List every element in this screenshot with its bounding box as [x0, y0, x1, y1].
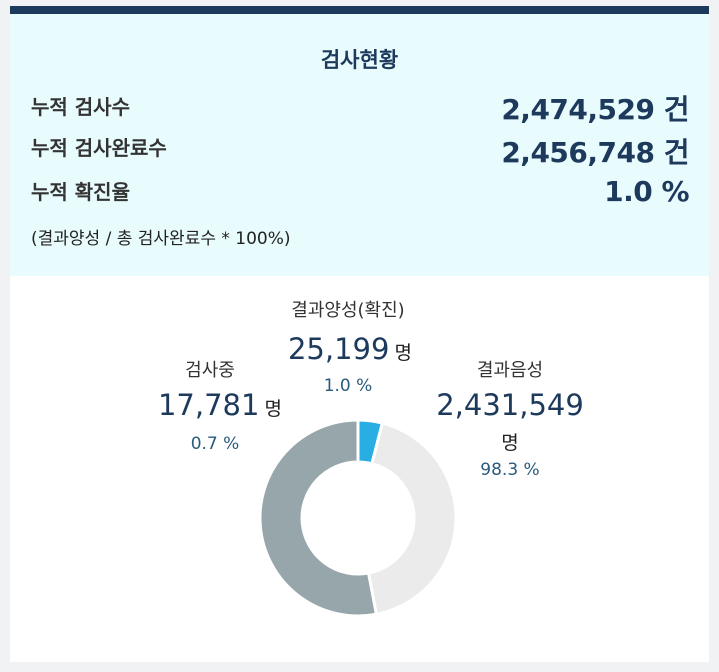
testing-count-line: 17,781 명 — [130, 388, 310, 422]
negative-count: 2,431,549 — [436, 388, 584, 422]
slice-negative — [366, 421, 458, 617]
donut-chart — [258, 418, 458, 618]
rate-formula-note: (결과양성 / 총 검사완료수 * 100%) — [31, 229, 291, 249]
slice-testing — [258, 418, 379, 618]
positive-count-line: 25,199 명 — [240, 332, 460, 366]
negative-title: 결과음성 — [476, 360, 544, 381]
negative-unit: 명 — [501, 432, 519, 454]
positive-rate-value: 1.0 % — [604, 175, 689, 208]
testing-unit: 명 — [264, 398, 283, 420]
panel-title: 검사현황 — [320, 48, 399, 72]
positive-title: 결과양성(확진) — [291, 300, 405, 321]
testing-count: 17,781 — [157, 388, 260, 422]
total-tests-value: 2,474,529 건 — [501, 93, 689, 126]
positive-rate-label: 누적 확진율 — [31, 180, 130, 204]
completed-tests-value: 2,456,748 건 — [501, 136, 689, 169]
testing-pct: 0.7 % — [190, 434, 240, 454]
stats-panel: 검사현황 누적 검사수 2,474,529 건 누적 검사완료수 2,456,7… — [10, 14, 709, 276]
positive-count: 25,199 — [287, 332, 390, 366]
positive-unit: 명 — [394, 342, 413, 364]
testing-title: 검사중 — [185, 360, 235, 381]
test-status-card: 검사현황 누적 검사수 2,474,529 건 누적 검사완료수 2,456,7… — [10, 6, 709, 662]
negative-pct: 98.3 % — [480, 460, 540, 480]
completed-tests-label: 누적 검사완료수 — [31, 136, 167, 160]
positive-pct: 1.0 % — [323, 376, 373, 396]
total-tests-label: 누적 검사수 — [31, 95, 130, 119]
top-accent-bar — [10, 6, 709, 14]
chart-area: 결과양성(확진) 25,199 명 1.0 % 검사중 17,781 명 0.7… — [10, 276, 709, 662]
